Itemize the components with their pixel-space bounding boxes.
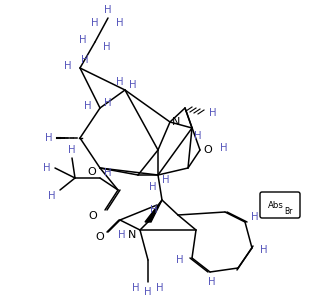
Text: H: H — [64, 61, 72, 71]
Text: H: H — [176, 255, 184, 265]
Text: N: N — [172, 117, 180, 127]
Text: H: H — [91, 18, 99, 28]
Text: H: H — [208, 277, 216, 287]
Text: H: H — [144, 287, 152, 297]
Text: H: H — [132, 283, 140, 293]
Text: H: H — [103, 42, 111, 52]
FancyBboxPatch shape — [260, 192, 300, 218]
Text: O: O — [203, 145, 212, 155]
Text: H: H — [79, 35, 87, 45]
Text: H: H — [68, 145, 76, 155]
Text: O: O — [96, 232, 104, 242]
Text: O: O — [89, 211, 98, 221]
Text: H: H — [116, 77, 124, 87]
Text: H: H — [220, 143, 228, 153]
Text: H: H — [104, 98, 112, 108]
Text: H: H — [194, 131, 202, 141]
Polygon shape — [145, 200, 162, 222]
Text: H: H — [118, 230, 126, 240]
Text: H: H — [81, 55, 89, 65]
Text: H: H — [104, 5, 112, 15]
Text: O: O — [87, 167, 96, 177]
Text: H: H — [162, 175, 170, 185]
Text: N: N — [128, 230, 136, 240]
Text: H: H — [251, 212, 259, 222]
Text: H: H — [150, 205, 158, 215]
Text: H: H — [116, 18, 124, 28]
Text: H: H — [43, 163, 51, 173]
Text: H: H — [149, 182, 157, 192]
Text: H: H — [260, 245, 268, 255]
Text: H: H — [104, 168, 112, 178]
Text: Abs: Abs — [268, 201, 284, 209]
Text: Br: Br — [284, 208, 292, 217]
Text: H: H — [156, 283, 164, 293]
Text: H: H — [209, 108, 217, 118]
Text: H: H — [48, 191, 56, 201]
Text: H: H — [84, 101, 92, 111]
Text: H: H — [44, 133, 52, 143]
Text: H: H — [129, 80, 137, 90]
